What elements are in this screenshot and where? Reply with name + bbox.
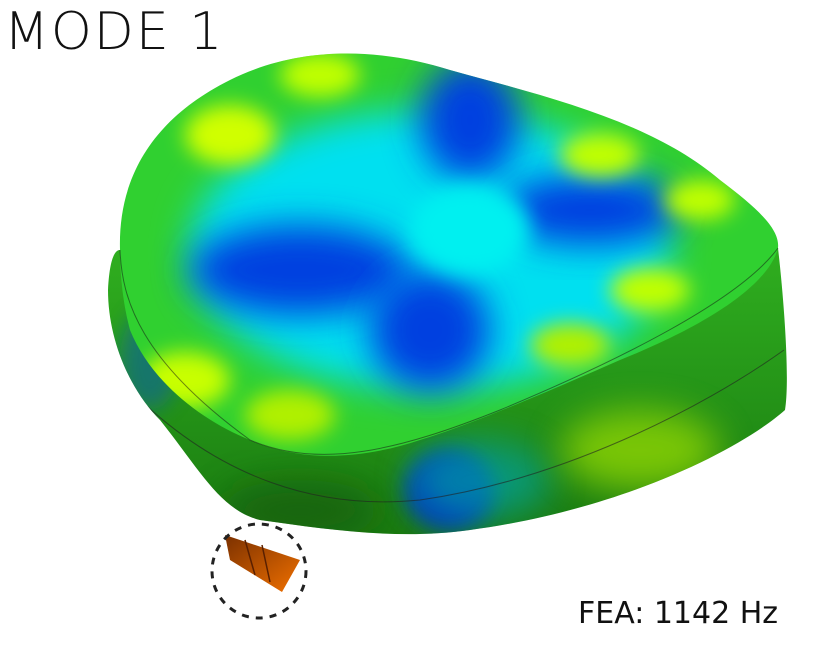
- mount-tab: [225, 535, 300, 592]
- highlight-circle: [210, 522, 308, 620]
- mode-title: MODE 1: [4, 2, 225, 62]
- top-surface: [119, 53, 779, 456]
- fea-frequency-caption: FEA: 1142 Hz: [578, 596, 779, 631]
